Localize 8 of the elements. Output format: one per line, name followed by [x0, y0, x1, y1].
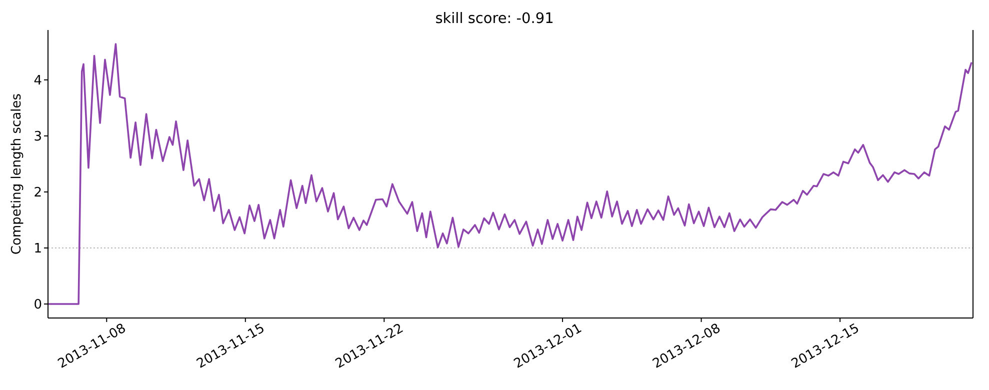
chart-title: skill score: -0.91	[434, 10, 555, 28]
y-tick-label: 1	[34, 242, 42, 257]
y-tick-label: 0	[34, 298, 42, 313]
line-series	[48, 43, 972, 305]
y-axis-title: Competing length scales	[10, 93, 25, 255]
y-tick-label: 3	[34, 130, 42, 145]
y-tick-label: 4	[34, 73, 42, 88]
y-tick-label: 2	[34, 186, 42, 201]
